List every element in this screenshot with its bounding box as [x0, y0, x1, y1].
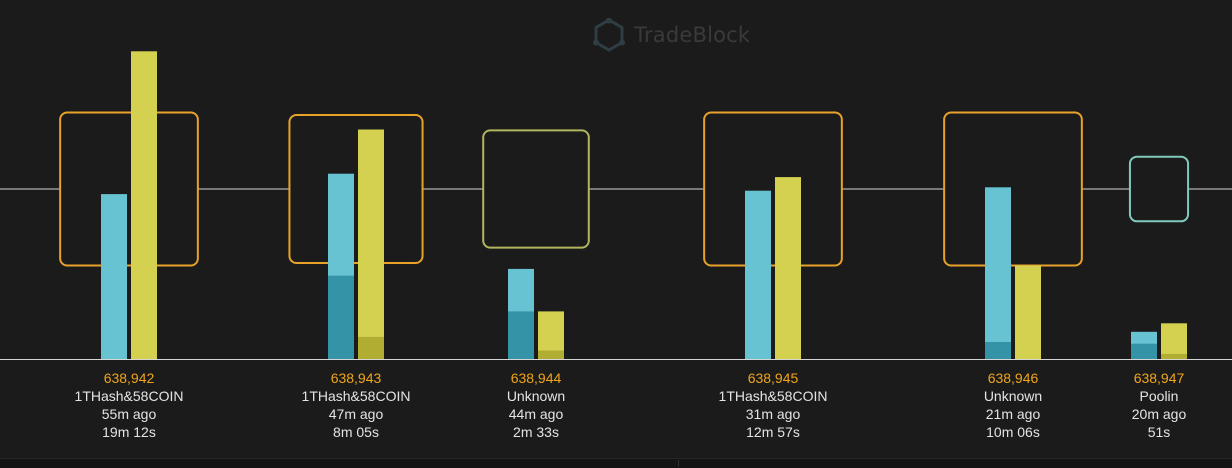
block-number: 638,945 [747, 370, 799, 386]
block-label: 638,943 1THash&58COIN 47m ago 8m 05s [281, 369, 431, 441]
block-interval: 10m 06s [986, 424, 1040, 440]
block-number: 638,943 [330, 370, 382, 386]
tx-bar [745, 190, 771, 359]
block-label: 638,946 Unknown 21m ago 10m 06s [938, 369, 1088, 441]
block-age: 20m ago [1131, 406, 1187, 422]
size-bar-lower [1161, 353, 1187, 359]
tx-bar-lower [985, 342, 1011, 359]
block-box [288, 114, 424, 264]
block-number: 638,947 [1133, 370, 1185, 386]
block-number: 638,942 [103, 370, 155, 386]
block-miner: Unknown [506, 388, 566, 404]
block-box [482, 129, 590, 249]
size-bar-lower [538, 350, 564, 359]
block-box [703, 111, 843, 267]
size-bar [131, 51, 157, 360]
block-box [1128, 155, 1190, 223]
block-interval: 51s [1147, 424, 1171, 440]
block-miner: Unknown [983, 388, 1043, 404]
hexagon-network-icon [593, 18, 625, 52]
block-interval: 12m 57s [746, 424, 800, 440]
brand-name: TradeBlock [634, 23, 751, 47]
size-bar-lower [358, 336, 384, 359]
bottom-bar [0, 458, 1232, 468]
block-label: 638,944 Unknown 44m ago 2m 33s [461, 369, 611, 441]
tx-bar-lower [1131, 343, 1157, 359]
block-miner: Poolin [1139, 388, 1179, 404]
size-bar [775, 177, 801, 359]
block-miner: 1THash&58COIN [718, 388, 828, 404]
block-interval: 8m 05s [333, 424, 379, 440]
block-number: 638,944 [510, 370, 562, 386]
tx-bar-lower [508, 311, 534, 359]
block-interval: 19m 12s [102, 424, 156, 440]
tradeblock-logo: TradeBlock [592, 18, 750, 52]
block-interval: 2m 33s [513, 424, 559, 440]
block-age: 55m ago [101, 406, 157, 422]
block-box [943, 111, 1083, 267]
size-bar [1161, 323, 1187, 359]
bottom-divider [678, 460, 679, 467]
block-number: 638,946 [987, 370, 1039, 386]
tx-bar-lower [328, 275, 354, 359]
block-age: 44m ago [508, 406, 564, 422]
block-box [59, 111, 199, 267]
block-miner: 1THash&58COIN [74, 388, 184, 404]
block-label: 638,947 Poolin 20m ago 51s [1084, 369, 1232, 441]
block-age: 21m ago [985, 406, 1041, 422]
block-age: 47m ago [328, 406, 384, 422]
size-bar [358, 129, 384, 359]
size-bar [1015, 265, 1041, 359]
block-miner: 1THash&58COIN [301, 388, 411, 404]
block-label: 638,942 1THash&58COIN 55m ago 19m 12s [54, 369, 204, 441]
tx-bar [985, 187, 1011, 359]
block-age: 31m ago [745, 406, 801, 422]
tx-bar [101, 194, 127, 359]
block-label: 638,945 1THash&58COIN 31m ago 12m 57s [698, 369, 848, 441]
